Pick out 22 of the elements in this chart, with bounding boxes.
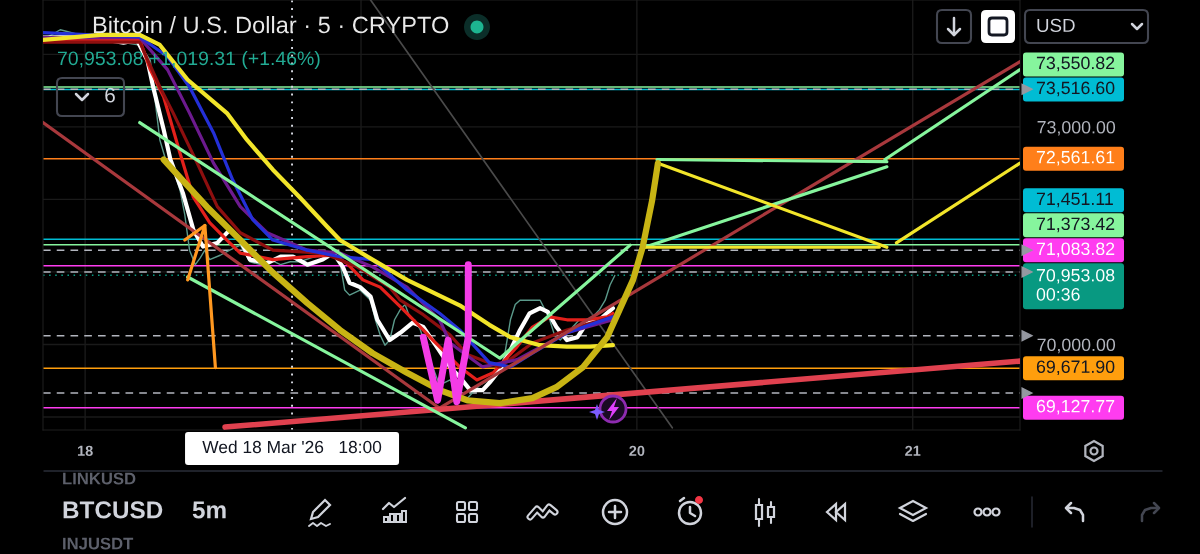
- text: INJUSDT: [63, 537, 134, 550]
- text: 5m: [192, 501, 226, 519]
- y-tick-label: 70,000.00: [1037, 338, 1116, 354]
- x-tick-label: 20: [629, 445, 645, 456]
- ref-line-label: 71,083.82: [1036, 242, 1115, 258]
- annotation: 6: [105, 87, 115, 103]
- ref-line-label: 69,671.90: [1036, 360, 1115, 376]
- text: LINKUSD: [63, 472, 136, 485]
- ref-line-label: 72,561.61: [1036, 150, 1115, 166]
- ref-line-label: 73,516.60: [1036, 81, 1115, 97]
- y-tick-label: 73,000.00: [1037, 120, 1116, 136]
- ref-line-label: Wed 18 Mar '26 18:00: [202, 440, 382, 454]
- x-tick-label: 18: [77, 445, 93, 456]
- text: Bitcoin / U.S. Dollar · 5 · CRYPTO: [93, 16, 449, 34]
- ref-line-label: 73,550.82: [1036, 56, 1115, 72]
- x-tick-label: 21: [905, 445, 921, 456]
- ref-line-label: 71,373.42: [1036, 217, 1115, 233]
- ref-line-label: 70,953.08 00:36: [1036, 268, 1115, 301]
- ref-line-label: 71,451.11: [1036, 192, 1113, 208]
- ref-line-label: 69,127.77: [1036, 399, 1115, 415]
- text: BTCUSD: [63, 501, 163, 519]
- text: USD: [1037, 18, 1075, 33]
